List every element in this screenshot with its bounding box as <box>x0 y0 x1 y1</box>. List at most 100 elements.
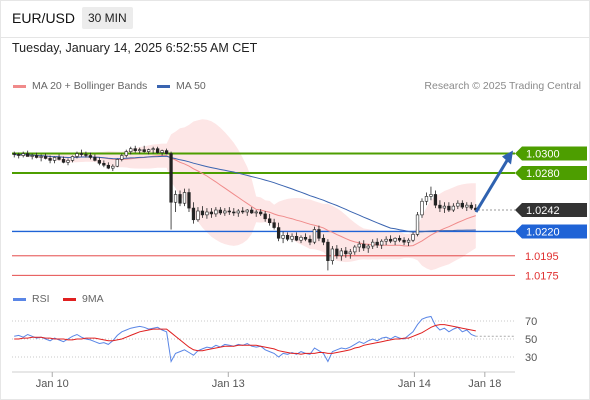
candle <box>388 235 393 244</box>
candle <box>451 203 455 212</box>
candle <box>70 155 75 163</box>
candle <box>200 206 205 218</box>
candle <box>209 208 214 218</box>
candle-body <box>169 153 173 203</box>
candle-body <box>294 236 299 241</box>
candle-body <box>259 211 263 215</box>
candle-body <box>173 194 178 203</box>
candle-body <box>133 148 137 151</box>
candle-body <box>465 204 469 208</box>
candle <box>43 153 48 160</box>
x-axis: Jan 10 Jan 13 Jan 14 Jan 18 <box>12 371 515 390</box>
candle-body <box>281 235 285 239</box>
candle-body <box>34 155 39 158</box>
legend-rsi-ma: 9MA <box>63 293 104 305</box>
candle-body <box>205 211 209 216</box>
candle <box>326 239 330 271</box>
ma20-label: MA 20 + Bollinger Bands <box>32 80 148 92</box>
candle <box>420 198 424 218</box>
level-label-1.0242: 1.0242 <box>526 205 560 217</box>
candle-body <box>326 241 330 261</box>
rsi-swatch <box>13 297 26 301</box>
candle <box>214 207 218 217</box>
rsi-tick-30: 30 <box>525 352 537 364</box>
candle <box>223 208 227 216</box>
candle <box>285 232 290 242</box>
candle-body <box>88 155 93 158</box>
candle <box>397 235 402 243</box>
candle <box>48 155 52 164</box>
candle-body <box>52 157 57 161</box>
candle <box>438 200 442 212</box>
candle <box>169 151 173 230</box>
candle-body <box>191 207 196 221</box>
credit-text: Research © 2025 Trading Central <box>424 80 581 92</box>
rsi-ma-label: 9MA <box>82 293 104 305</box>
candle <box>465 202 469 211</box>
candle-body <box>196 210 200 221</box>
candle <box>182 188 187 207</box>
candle-body <box>142 149 146 152</box>
ma50-swatch <box>157 84 170 88</box>
candle-body <box>442 205 447 209</box>
candle-body <box>335 248 339 257</box>
candle-body <box>469 204 473 209</box>
candle-body <box>254 211 258 214</box>
candle <box>303 233 308 242</box>
candle <box>393 237 397 246</box>
candle <box>205 208 209 219</box>
candle <box>218 207 222 215</box>
level-lines <box>12 152 515 276</box>
candle-body <box>438 204 442 209</box>
level-label-1.0195: 1.0195 <box>525 251 559 263</box>
candle <box>120 153 124 162</box>
candle <box>469 202 473 211</box>
candle <box>138 147 142 154</box>
candle <box>344 247 348 258</box>
candle <box>79 149 84 157</box>
level-tags: 1.0300 1.0280 1.0242 1.0220 1.0195 1.0175 <box>515 146 587 282</box>
candle-body <box>267 218 272 223</box>
candle-body <box>70 156 75 161</box>
candle-body <box>317 229 321 239</box>
candle-body <box>402 239 406 243</box>
candle-body <box>21 153 25 156</box>
timeframe-button[interactable]: 30 MIN <box>82 7 133 29</box>
candle <box>375 238 379 248</box>
candle <box>52 156 57 164</box>
rsi-tick-50: 50 <box>525 334 537 346</box>
candle-body <box>245 209 249 213</box>
candle-body <box>115 159 119 167</box>
arrow-head <box>502 150 513 165</box>
arrow-shaft <box>474 159 509 213</box>
candle-body <box>57 157 61 160</box>
candle <box>147 148 151 155</box>
candle <box>106 162 110 170</box>
candle-body <box>79 153 84 155</box>
candle <box>290 233 294 243</box>
candle-body <box>200 210 205 216</box>
forecast-arrow <box>474 150 513 213</box>
candle-body <box>227 210 231 213</box>
candle <box>196 207 200 222</box>
candle-body <box>12 153 16 155</box>
candle <box>66 158 70 166</box>
candle-body <box>424 196 429 202</box>
candle-body <box>147 149 151 152</box>
candle <box>142 145 146 153</box>
candle <box>348 248 352 259</box>
candle-body <box>75 153 79 157</box>
candle <box>259 209 263 216</box>
candle <box>330 246 335 265</box>
candle-body <box>321 237 326 243</box>
candle <box>371 239 375 249</box>
candle-body <box>160 150 164 153</box>
candle-body <box>39 156 43 158</box>
candle <box>178 190 182 207</box>
candle <box>321 234 326 246</box>
candle <box>84 151 88 158</box>
header-divider <box>0 37 590 38</box>
candle-body <box>26 153 30 157</box>
candle-body <box>66 160 70 163</box>
candle-body <box>406 239 411 243</box>
